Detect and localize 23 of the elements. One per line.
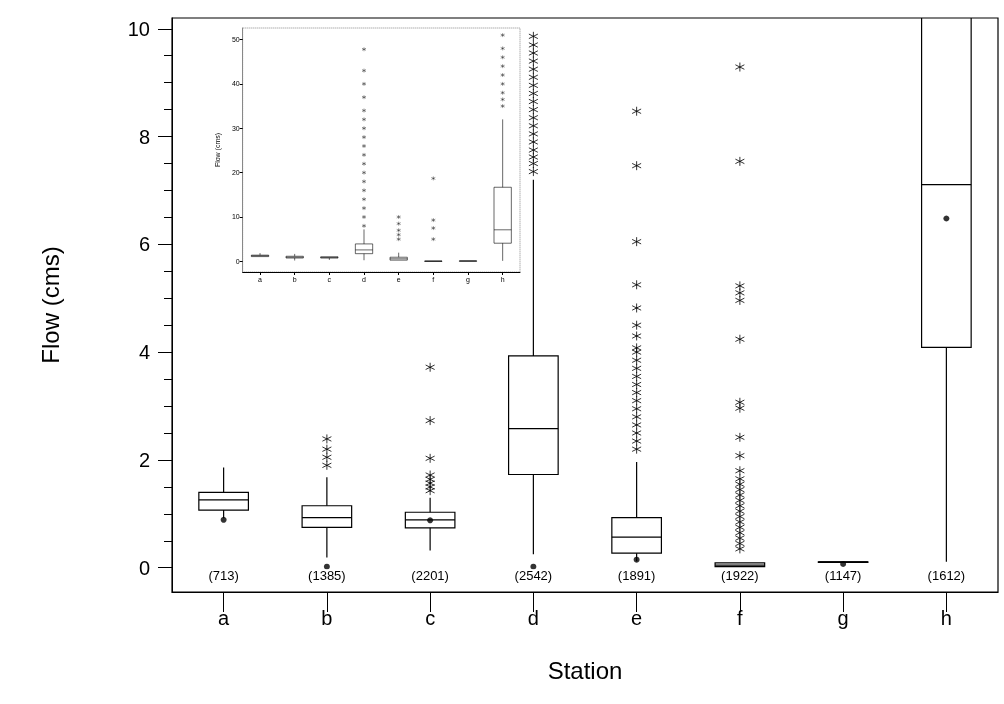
x-tick-label: d <box>527 607 539 629</box>
annotation: (1922) <box>721 568 759 584</box>
annotation: (1147) <box>824 568 862 584</box>
y-tick-label: 4 <box>138 341 150 364</box>
y-tick-label: 2 <box>138 448 150 471</box>
x-axis-title: Station <box>547 656 623 684</box>
annotation: (713) <box>208 568 239 584</box>
y-tick-label: 10 <box>127 17 150 40</box>
y-tick-label: 8 <box>138 125 150 148</box>
x-tick-label: g <box>837 607 849 629</box>
annotation: (1612) <box>927 568 966 584</box>
x-tick-label: e <box>631 607 643 629</box>
annotation: (1385) <box>308 568 346 584</box>
x-tick-label: c <box>425 607 436 629</box>
y-axis-title: Flow (cms) <box>36 246 64 364</box>
x-tick-label: h <box>940 607 952 629</box>
x-tick-label: a <box>218 607 231 629</box>
annotation: (2542) <box>514 568 553 584</box>
annotation: (2201) <box>411 568 449 584</box>
annotation: (1891) <box>617 568 656 584</box>
x-tick-label: b <box>321 607 333 629</box>
y-tick-label: 6 <box>138 233 150 256</box>
y-tick-label: 0 <box>138 556 150 579</box>
